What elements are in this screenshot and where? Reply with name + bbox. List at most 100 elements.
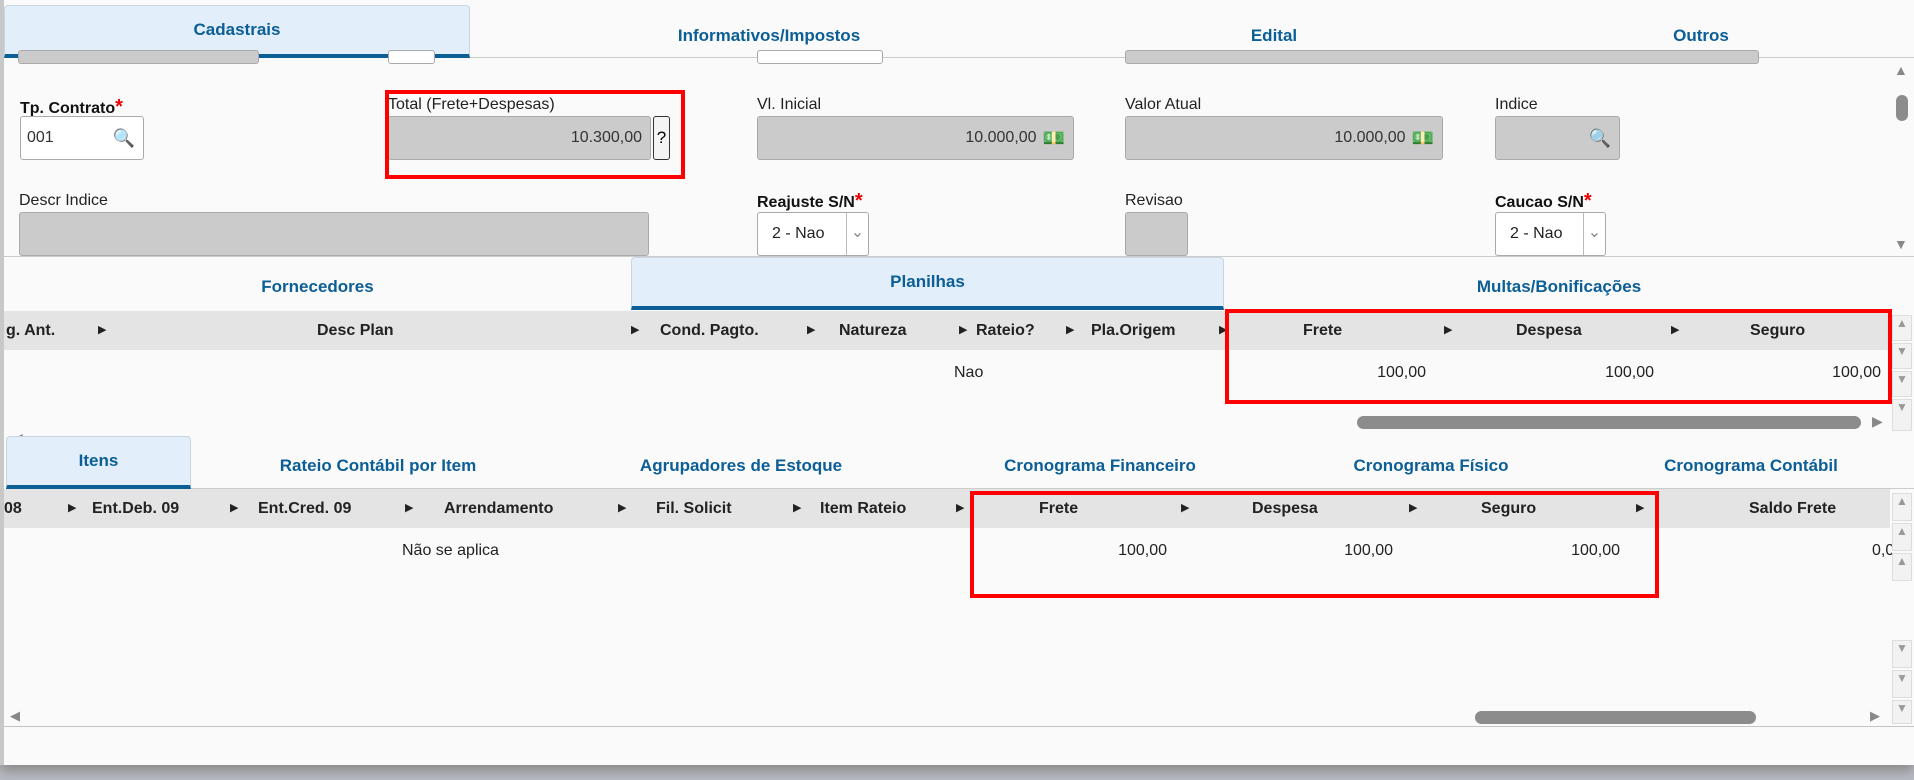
planilhas-scroll-bottom[interactable]: ▼ [1892,399,1912,431]
tab-cronograma-fisico[interactable]: Cronograma Físico [1353,456,1509,475]
form-scroll-down[interactable]: ▼ [1894,236,1908,252]
itens-grid-header: 08 ▶ Ent.Deb. 09 ▶ Ent.Cred. 09 ▶ Arrend… [4,489,1890,528]
cell-seguro: 100,00 [1832,364,1881,381]
revisao-label: Revisao [1125,192,1183,209]
caucao-select[interactable]: 2 - Nao ⌄ [1495,212,1606,256]
vl-inicial-input: 10.000,00 💵 [757,116,1074,160]
col-natureza[interactable]: Natureza [839,322,907,339]
itens-scroll-bottom[interactable]: ▼ [1892,700,1912,724]
col-fil-solicit[interactable]: Fil. Solicit [656,500,732,517]
itens-scroll-down[interactable]: ▼ [1892,640,1912,668]
col-resize-icon[interactable]: ▶ [98,324,107,336]
col-rateio[interactable]: Rateio? [976,322,1035,339]
col-despesa[interactable]: Despesa [1252,500,1318,517]
tp-contrato-label: Tp. Contrato* [20,96,123,118]
col-resize-icon[interactable]: ▶ [1219,324,1228,336]
col-08[interactable]: 08 [4,500,22,517]
tab-multas-bonificacoes[interactable]: Multas/Bonificações [1476,277,1642,296]
col-resize-icon[interactable]: ▶ [1636,502,1645,514]
itens-scroll-pageup[interactable]: ▲ [1892,523,1912,551]
valor-atual-input: 10.000,00 💵 [1125,116,1443,160]
cell-despesa: 100,00 [1605,364,1654,381]
col-item-rateio[interactable]: Item Rateio [820,500,907,517]
col-arrendamento[interactable]: Arrendamento [444,500,554,517]
col-desc-plan[interactable]: Desc Plan [317,322,394,339]
search-icon[interactable]: 🔍 [1588,127,1611,148]
planilhas-grid-header: g. Ant. ▶ Desc Plan ▶ Cond. Pagto. ▶ Nat… [4,311,1890,350]
cell-frete: 100,00 [1377,364,1426,381]
col-seguro[interactable]: Seguro [1481,500,1537,517]
valor-atual-label: Valor Atual [1125,96,1202,113]
planilhas-scroll-right[interactable]: ▶ [1872,413,1883,429]
col-resize-icon[interactable]: ▶ [807,324,816,336]
col-resize-icon[interactable]: ▶ [230,502,239,514]
form-scrollbar-thumb[interactable] [1896,95,1908,121]
col-frete[interactable]: Frete [1039,500,1079,517]
tab-informativos-impostos[interactable]: Informativos/Impostos [677,26,861,45]
cell-seguro: 100,00 [1571,542,1620,559]
bottom-tab-divider [191,488,1914,489]
col-resize-icon[interactable]: ▶ [68,502,77,514]
itens-scroll-pagedown[interactable]: ▼ [1892,670,1912,698]
vl-inicial-label: Vl. Inicial [757,96,822,113]
planilhas-scroll-top[interactable]: ▲ [1892,315,1912,341]
tab-itens[interactable]: Itens [6,436,191,489]
col-despesa[interactable]: Despesa [1516,322,1582,339]
cutoff-field-2 [388,50,435,64]
form-scroll-up[interactable]: ▲ [1894,62,1908,78]
cell-rateio: Nao [954,364,984,381]
tp-contrato-input[interactable]: 001 🔍 [20,116,144,160]
total-input: 10.300,00 [388,116,651,160]
col-cond-pagto[interactable]: Cond. Pagto. [660,322,759,339]
col-seguro[interactable]: Seguro [1750,322,1806,339]
col-resize-icon[interactable]: ▶ [956,502,965,514]
planilhas-scroll-up[interactable]: ▼ [1892,343,1912,369]
col-pag-ant[interactable]: g. Ant. [6,322,56,339]
col-resize-icon[interactable]: ▶ [793,502,802,514]
col-resize-icon[interactable]: ▶ [1181,502,1190,514]
itens-scroll-left[interactable]: ◀ [10,708,20,723]
tab-planilhas[interactable]: Planilhas [631,257,1224,310]
col-resize-icon[interactable]: ▶ [1444,324,1453,336]
tab-cronograma-contabil[interactable]: Cronograma Contábil [1664,456,1838,475]
col-ent-cred-09[interactable]: Ent.Cred. 09 [258,500,352,517]
col-resize-icon[interactable]: ▶ [1066,324,1075,336]
col-resize-icon[interactable]: ▶ [618,502,627,514]
col-frete[interactable]: Frete [1303,322,1343,339]
descr-indice-input [19,212,649,256]
footer-bar [4,726,1914,765]
col-resize-icon[interactable]: ▶ [1409,502,1418,514]
col-pla-origem[interactable]: Pla.Origem [1091,322,1176,339]
tab-fornecedores[interactable]: Fornecedores [261,277,374,296]
tab-agrupadores-estoque[interactable]: Agrupadores de Estoque [639,456,843,475]
indice-input[interactable]: 🔍 [1495,116,1620,160]
col-resize-icon[interactable]: ▶ [959,324,968,336]
help-button[interactable]: ? [653,116,670,160]
money-icon[interactable]: 💵 [1411,127,1434,148]
descr-indice-label: Descr Indice [19,192,108,209]
col-resize-icon[interactable]: ▶ [405,502,414,514]
cell-despesa: 100,00 [1344,542,1393,559]
search-icon[interactable]: 🔍 [112,127,135,148]
col-ent-deb-09[interactable]: Ent.Deb. 09 [92,500,180,517]
col-saldo-frete[interactable]: Saldo Frete [1749,500,1837,517]
revisao-input [1125,212,1188,256]
itens-scroll-up[interactable]: ▲ [1892,553,1912,581]
itens-scroll-top[interactable]: ▲ [1892,493,1912,521]
mid-tab-divider [4,256,1914,257]
planilhas-hscroll-thumb[interactable] [1357,416,1861,429]
col-resize-icon[interactable]: ▶ [1671,324,1680,336]
planilhas-scroll-down[interactable]: ▼ [1892,371,1912,397]
tab-outros[interactable]: Outros [1673,26,1729,45]
itens-hscroll-thumb[interactable] [1475,711,1756,724]
itens-scroll-right[interactable]: ▶ [1870,708,1880,723]
cutoff-field-4 [1125,50,1759,64]
tab-rateio-contabil[interactable]: Rateio Contábil por Item [279,456,477,475]
reajuste-select[interactable]: 2 - Nao ⌄ [757,212,869,256]
tab-cronograma-financeiro[interactable]: Cronograma Financeiro [1004,456,1196,475]
money-icon[interactable]: 💵 [1042,127,1065,148]
tab-edital[interactable]: Edital [1250,26,1298,45]
caucao-label: Caucao S/N* [1495,190,1592,212]
col-resize-icon[interactable]: ▶ [631,324,640,336]
